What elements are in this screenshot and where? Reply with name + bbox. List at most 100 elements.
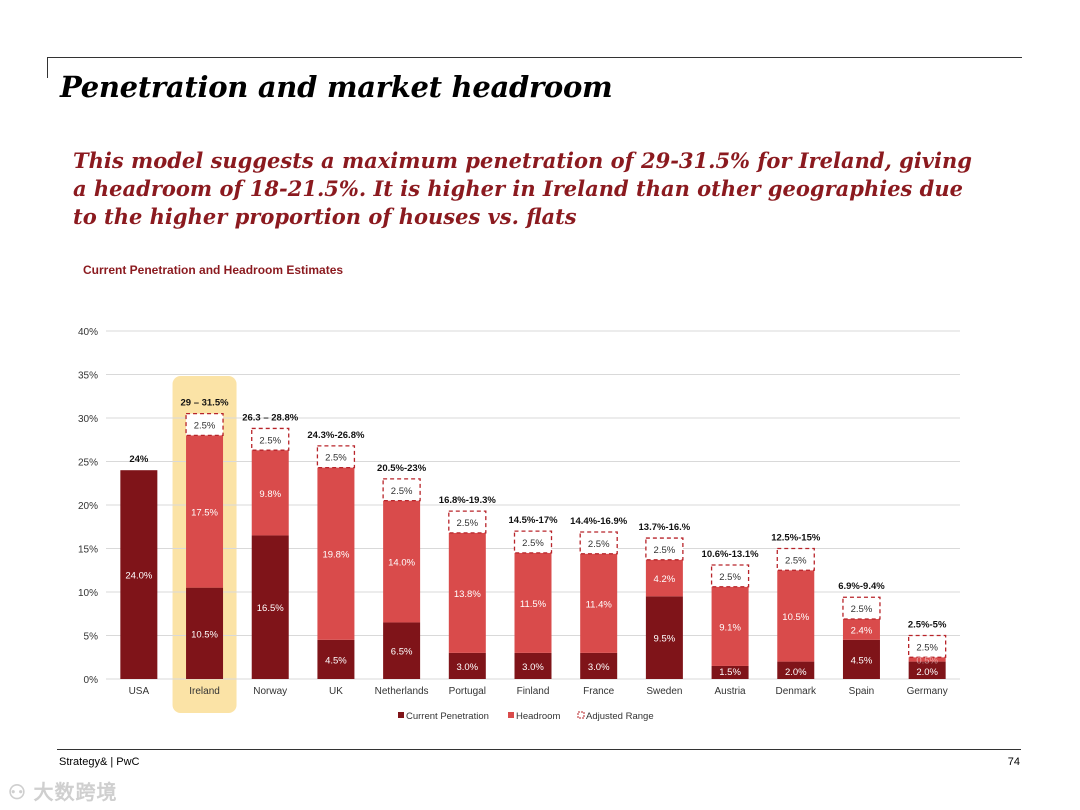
bar-adjusted-range bbox=[710, 564, 750, 588]
data-label-adjusted: 2.5% bbox=[522, 538, 544, 549]
data-label-headroom: 11.4% bbox=[586, 599, 613, 610]
bar-current-penetration bbox=[908, 661, 946, 679]
legend-swatch bbox=[577, 711, 585, 719]
bar-adjusted-range bbox=[185, 412, 224, 437]
y-tick-label: 35% bbox=[78, 371, 98, 382]
data-label-headroom: 13.8% bbox=[454, 589, 481, 600]
data-label-headroom: 10.5% bbox=[782, 612, 809, 623]
bar-adjusted-range bbox=[908, 634, 947, 658]
x-tick-label: Portugal bbox=[449, 686, 486, 697]
bar-adjusted-range bbox=[579, 531, 618, 555]
data-label-adjusted: 2.5% bbox=[851, 604, 873, 615]
page-subtitle: This model suggests a maximum penetratio… bbox=[73, 148, 972, 229]
y-tick-label: 30% bbox=[78, 414, 98, 425]
range-label: 14.5%-17% bbox=[508, 515, 558, 526]
chart-heading: Current Penetration and Headroom Estimat… bbox=[83, 263, 344, 277]
x-tick-label: UK bbox=[329, 686, 343, 697]
x-tick-label: Spain bbox=[849, 686, 875, 697]
data-label-headroom: 17.5% bbox=[191, 508, 218, 519]
x-tick-label: Sweden bbox=[646, 686, 682, 697]
data-label-headroom: 9.1% bbox=[719, 622, 741, 633]
data-label-headroom: 4.2% bbox=[654, 574, 676, 585]
bar-adjusted-range bbox=[251, 427, 290, 451]
bar-current-penetration bbox=[251, 535, 289, 679]
y-tick-label: 10% bbox=[78, 588, 98, 599]
data-label-adjusted: 2.5% bbox=[194, 421, 216, 432]
y-tick-label: 40% bbox=[78, 327, 98, 338]
data-label-adjusted: 2.5% bbox=[719, 572, 741, 583]
x-tick-label: Germany bbox=[907, 686, 948, 697]
legend-label: Headroom bbox=[516, 711, 560, 722]
bar-adjusted-range bbox=[776, 547, 815, 571]
range-label: 6.9%-9.4% bbox=[838, 581, 885, 592]
data-label-adjusted: 2.5% bbox=[456, 518, 478, 529]
data-label-current: 24.0% bbox=[125, 571, 152, 582]
range-label: 29 – 31.5% bbox=[180, 398, 229, 409]
footer-rule bbox=[57, 749, 1021, 750]
x-tick-label: Denmark bbox=[775, 686, 817, 697]
bar-current-penetration bbox=[711, 665, 749, 679]
data-label-current: 9.5% bbox=[654, 634, 676, 645]
data-label-current: 3.0% bbox=[588, 662, 610, 673]
data-label-current: 1.5% bbox=[719, 667, 741, 678]
y-tick-label: 25% bbox=[78, 458, 98, 469]
data-label-adjusted: 2.5% bbox=[916, 642, 938, 653]
data-label-current: 4.5% bbox=[851, 655, 873, 666]
data-label-current: 4.5% bbox=[325, 655, 347, 666]
watermark-logo: ⚇ 大数跨境 bbox=[8, 782, 118, 804]
footer-source: Strategy& | PwC bbox=[59, 756, 140, 768]
bar-current-penetration bbox=[186, 587, 224, 679]
legend-swatch bbox=[398, 712, 404, 718]
data-label-current: 3.0% bbox=[456, 662, 478, 673]
range-label: 24.3%-26.8% bbox=[307, 430, 365, 441]
data-label-headroom: 14.0% bbox=[388, 558, 415, 569]
page-title: Penetration and market headroom bbox=[60, 70, 613, 104]
bar-current-penetration bbox=[842, 639, 880, 679]
bar-current-penetration bbox=[514, 652, 552, 679]
data-label-current: 6.5% bbox=[391, 647, 413, 658]
range-label: 14.4%-16.9% bbox=[570, 516, 628, 527]
data-label-headroom: 11.5% bbox=[520, 599, 547, 610]
bar-adjusted-range bbox=[842, 596, 881, 620]
title-rule bbox=[47, 57, 1022, 78]
data-label-current: 2.0% bbox=[785, 667, 807, 678]
legend-label: Adjusted Range bbox=[586, 711, 654, 722]
data-label-current: 3.0% bbox=[522, 662, 544, 673]
bar-current-penetration bbox=[580, 652, 618, 679]
x-tick-label: Finland bbox=[517, 686, 550, 697]
bar-current-penetration bbox=[317, 639, 355, 679]
y-tick-label: 15% bbox=[78, 545, 98, 556]
data-label-current: 16.5% bbox=[257, 603, 284, 614]
data-label-adjusted: 2.5% bbox=[654, 545, 676, 556]
data-label-adjusted: 2.5% bbox=[588, 539, 610, 550]
legend-label: Current Penetration bbox=[406, 711, 489, 722]
range-label: 2.5%-5% bbox=[908, 620, 947, 631]
bar-current-penetration bbox=[777, 661, 815, 679]
data-label-current: 2.0% bbox=[916, 667, 938, 678]
range-label: 10.6%-13.1% bbox=[702, 549, 760, 560]
bar-headroom bbox=[317, 467, 355, 640]
data-label-current: 10.5% bbox=[191, 629, 218, 640]
page-number: 74 bbox=[1007, 756, 1020, 768]
bar-headroom bbox=[777, 570, 815, 662]
bar-adjusted-range bbox=[513, 530, 553, 554]
bar-headroom bbox=[186, 435, 224, 588]
y-tick-label: 5% bbox=[84, 632, 99, 643]
bar-adjusted-range bbox=[316, 445, 356, 469]
bar-current-penetration bbox=[645, 596, 683, 679]
x-tick-label: Austria bbox=[715, 686, 747, 697]
x-tick-label: Ireland bbox=[189, 686, 220, 697]
range-label: 12.5%-15% bbox=[771, 533, 821, 544]
data-label-adjusted: 2.5% bbox=[391, 486, 413, 497]
x-tick-label: Norway bbox=[253, 686, 287, 697]
legend-swatch bbox=[508, 712, 514, 718]
data-label-adjusted: 2.5% bbox=[325, 453, 347, 464]
range-label: 20.5%-23% bbox=[377, 463, 427, 474]
bar-headroom bbox=[514, 552, 552, 653]
data-label-headroom: 0.5% bbox=[916, 655, 938, 666]
bar-headroom bbox=[383, 500, 421, 623]
bar-adjusted-range bbox=[448, 510, 487, 534]
data-label-headroom: 2.4% bbox=[851, 625, 873, 636]
x-tick-label: USA bbox=[129, 686, 150, 697]
